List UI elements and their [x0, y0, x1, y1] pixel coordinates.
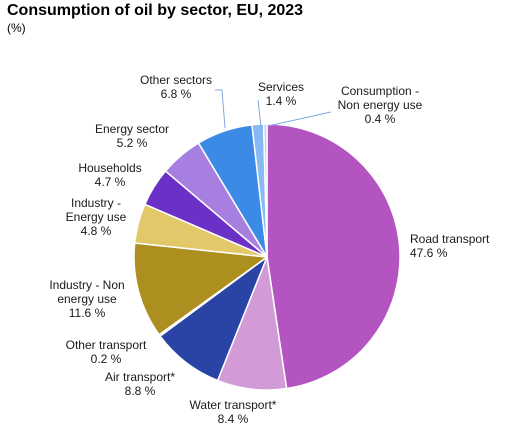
- chart-subtitle: (%): [7, 21, 26, 35]
- slice-label: Industry -Energy use 4.8 %: [66, 196, 127, 238]
- pie-slice: [133, 242, 268, 336]
- label-leader-line: [215, 89, 226, 129]
- pie-slice: [266, 123, 401, 390]
- slice-label: Air transport* 8.8 %: [105, 370, 175, 398]
- chart-title: Consumption of oil by sector, EU, 2023: [7, 2, 304, 19]
- slice-label: Households 4.7 %: [78, 161, 141, 189]
- slice-label: Consumption -Non energy use 0.4 %: [338, 84, 423, 126]
- label-leader-line: [257, 99, 262, 128]
- slice-label: Road transport 47.6 %: [410, 232, 490, 260]
- slice-label: Water transport* 8.4 %: [190, 398, 277, 426]
- label-leader-line: [267, 111, 332, 127]
- slice-label: Services 1.4 %: [258, 80, 304, 108]
- slice-label: Other transport 0.2 %: [66, 338, 147, 366]
- slice-label: Energy sector 5.2 %: [95, 122, 169, 150]
- slice-label: Other sectors 6.8 %: [140, 73, 212, 101]
- pie-slice: [262, 123, 268, 258]
- slice-label: Industry - Non energy use 11.6 %: [49, 278, 124, 320]
